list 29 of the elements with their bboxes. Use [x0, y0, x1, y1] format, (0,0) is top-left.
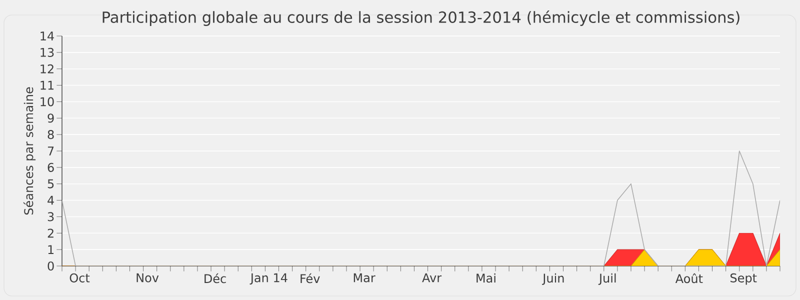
y-tick-label: 6 — [48, 162, 54, 172]
y-tick-label: 9 — [48, 114, 54, 123]
x-tick-label: Juil — [598, 273, 616, 285]
y-axis-title: Séances par semaine — [23, 87, 36, 215]
x-tick-label: Jan 14 — [250, 273, 288, 285]
chart-title: Participation globale au cours de la session 2013-2014 (hémicycle et commissions) — [102, 10, 740, 26]
y-tick-label: 11 — [40, 80, 54, 90]
x-tick-label: Fév — [300, 273, 320, 284]
y-tick-label: 12 — [40, 64, 54, 74]
y-tick-label: 2 — [48, 228, 54, 238]
x-tick-label: Mai — [476, 273, 496, 283]
x-tick-label: Sept — [730, 273, 757, 285]
x-tick-label: Déc — [204, 273, 226, 284]
y-tick-label: 4 — [48, 196, 54, 205]
x-tick-label: Mar — [354, 273, 376, 282]
y-tick-label: 5 — [48, 179, 54, 188]
x-tick-label: Juin — [542, 273, 564, 285]
y-tick-label: 0 — [48, 261, 54, 271]
y-tick-label: 7 — [48, 146, 54, 156]
y-tick-label: 14 — [40, 32, 54, 40]
y-tick-label: 1 — [48, 245, 54, 254]
y-tick-label: 13 — [40, 48, 54, 57]
y-tick-label: 10 — [40, 97, 54, 106]
x-tick-label: Août — [675, 273, 703, 284]
x-tick-label: Oct — [70, 273, 90, 282]
x-tick-label: Nov — [136, 273, 159, 282]
y-tick-label: 8 — [48, 130, 54, 140]
x-tick-label: Avr — [422, 273, 442, 282]
y-tick-label: 3 — [48, 212, 54, 222]
